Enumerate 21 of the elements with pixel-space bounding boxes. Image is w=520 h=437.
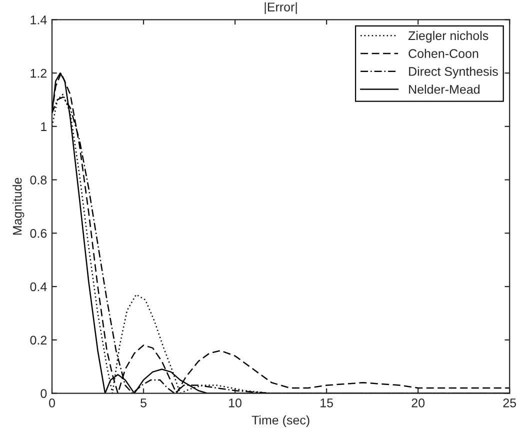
x-tick-label: 10 — [229, 398, 242, 408]
x-tick-label: 0 — [49, 398, 55, 408]
x-tick-label: 5 — [140, 398, 146, 408]
x-tick-label: 20 — [412, 398, 425, 408]
y-tick-label: 0.2 — [30, 336, 47, 345]
y-tick-label: 1.2 — [30, 68, 47, 78]
x-tick-label: 15 — [320, 398, 333, 408]
y-tick-label: 0.6 — [30, 228, 47, 238]
x-axis-title: Time (sec) — [252, 415, 310, 428]
chart-title: |Error| — [264, 2, 297, 14]
y-tick-label: 0 — [40, 389, 47, 398]
legend-label: Ziegler nichols — [408, 30, 488, 43]
y-tick-label: 1 — [41, 122, 47, 131]
y-tick-label: 0.4 — [30, 282, 47, 292]
y-tick-label: 0.8 — [30, 176, 47, 184]
y-axis-title: Magnitude — [12, 178, 24, 235]
legend-label: Nelder-Mead — [409, 84, 480, 94]
legend-label: Direct Synthesis — [409, 66, 498, 78]
y-tick-label: 1.4 — [30, 16, 47, 24]
x-tick-label: 25 — [503, 398, 516, 408]
legend-label: Cohen-Coon — [408, 48, 478, 58]
